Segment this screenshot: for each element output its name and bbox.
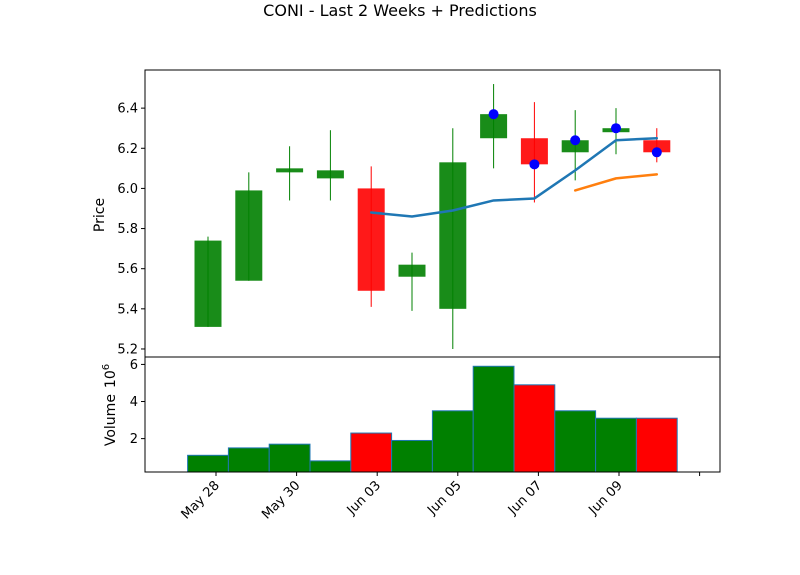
candle-body	[561, 140, 589, 153]
x-tick-label: Jun 05	[424, 478, 464, 518]
volume-axes-frame	[144, 356, 721, 473]
y-tick-label: 2	[130, 432, 138, 447]
volume-bar	[472, 365, 515, 473]
volume-ylabel: Volume 106	[101, 364, 119, 446]
candle-body	[276, 168, 304, 173]
price-ylabel: Price	[92, 198, 108, 232]
y-tick-label: 5.6	[117, 262, 138, 277]
x-tick-label: May 28	[179, 478, 223, 522]
candle-body	[357, 188, 385, 291]
y-tick-label: 5.8	[117, 222, 138, 237]
y-tick-label: 6	[130, 358, 138, 373]
volume-bar	[187, 454, 229, 473]
y-tick-label: 5.4	[117, 302, 138, 317]
marker-point	[529, 159, 540, 170]
x-tick-label: Jun 07	[505, 478, 545, 518]
volume-ylabel-text: Volume	[103, 394, 119, 446]
candle-body	[316, 170, 344, 179]
y-tick-label: 6.4	[117, 102, 138, 117]
volume-ylabel-exponent: 6	[101, 364, 112, 370]
volume-y-ticks: 2 4 6	[130, 358, 145, 447]
volume-bar	[554, 410, 597, 473]
volume-bar	[391, 439, 433, 473]
candle-body	[643, 140, 671, 153]
volume-x-ticks: May 28 May 30 Jun 03 Jun 05 Jun 07 Jun 09	[179, 472, 701, 522]
volume-bar	[431, 410, 474, 473]
y-tick-label: 6.2	[117, 142, 138, 157]
candle-body	[398, 264, 426, 277]
volume-bar	[635, 417, 678, 473]
volume-ylabel-unit: 10	[103, 370, 119, 388]
volume-bar	[268, 443, 311, 473]
candle-body	[235, 190, 263, 281]
volume-bar	[309, 460, 352, 473]
y-tick-label: 4	[130, 395, 138, 410]
marker-point	[570, 135, 581, 146]
price-plot-area	[194, 84, 671, 349]
prediction-line	[573, 173, 659, 192]
x-tick-label: May 30	[259, 478, 303, 522]
chart-title: CONI - Last 2 Weeks + Predictions	[263, 1, 537, 20]
volume-bar	[595, 417, 637, 473]
x-tick-label: Jun 03	[344, 478, 384, 518]
candle-body	[439, 162, 467, 309]
volume-bar	[350, 432, 393, 473]
x-tick-label: Jun 09	[586, 478, 626, 518]
volume-panel: 246 Volume106 May 28 May 30 Jun 03 Jun 05 Ju…	[101, 356, 721, 522]
y-tick-label: 5.2	[117, 342, 138, 357]
price-panel: 5.2 5.4 5.6 5.8 6.0 6.2 6.4 Price	[92, 69, 721, 358]
marker-point	[611, 123, 621, 134]
y-tick-label: 6.0	[117, 182, 138, 197]
volume-bar	[227, 447, 270, 473]
price-y-ticks: 5.2 5.4 5.6 5.8 6.0 6.2 6.4	[117, 102, 145, 357]
volume-plot-area	[187, 365, 678, 473]
marker-point	[488, 109, 499, 120]
candle-body	[194, 240, 222, 327]
volume-bar	[513, 384, 556, 473]
prediction-line	[369, 136, 659, 218]
marker-point	[651, 147, 662, 158]
